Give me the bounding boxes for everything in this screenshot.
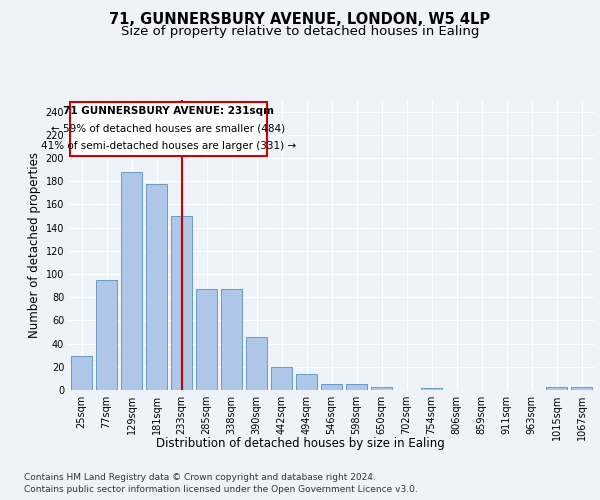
Text: ← 59% of detached houses are smaller (484): ← 59% of detached houses are smaller (48…	[52, 124, 286, 134]
Bar	[196, 289, 217, 390]
Bar	[271, 367, 292, 390]
Text: 71 GUNNERSBURY AVENUE: 231sqm: 71 GUNNERSBURY AVENUE: 231sqm	[63, 106, 274, 116]
Bar	[321, 384, 342, 390]
FancyBboxPatch shape	[70, 102, 266, 156]
Bar	[246, 336, 267, 390]
Bar	[346, 384, 367, 390]
Bar	[96, 280, 117, 390]
Text: Size of property relative to detached houses in Ealing: Size of property relative to detached ho…	[121, 25, 479, 38]
Text: 41% of semi-detached houses are larger (331) →: 41% of semi-detached houses are larger (…	[41, 142, 296, 152]
Bar	[571, 386, 592, 390]
Text: Contains HM Land Registry data © Crown copyright and database right 2024.: Contains HM Land Registry data © Crown c…	[24, 472, 376, 482]
Text: Contains public sector information licensed under the Open Government Licence v3: Contains public sector information licen…	[24, 485, 418, 494]
Y-axis label: Number of detached properties: Number of detached properties	[28, 152, 41, 338]
Bar	[221, 289, 242, 390]
Bar	[171, 216, 192, 390]
Text: Distribution of detached houses by size in Ealing: Distribution of detached houses by size …	[155, 438, 445, 450]
Bar	[71, 356, 92, 390]
Bar	[546, 386, 567, 390]
Bar	[121, 172, 142, 390]
Text: 71, GUNNERSBURY AVENUE, LONDON, W5 4LP: 71, GUNNERSBURY AVENUE, LONDON, W5 4LP	[109, 12, 491, 28]
Bar	[421, 388, 442, 390]
Bar	[146, 184, 167, 390]
Bar	[371, 386, 392, 390]
Bar	[296, 374, 317, 390]
